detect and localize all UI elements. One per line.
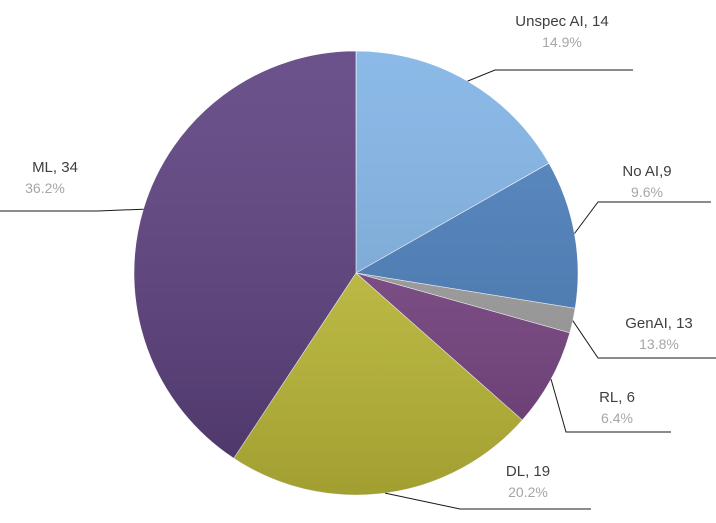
data-label-rl: RL, 6 6.4% [599, 389, 635, 426]
label-percent-unspec-ai: 14.9% [542, 34, 582, 50]
label-name-genai: GenAI, 13 [625, 315, 693, 332]
label-percent-genai: 13.8% [639, 336, 679, 352]
label-percent-ml: 36.2% [25, 180, 65, 196]
leader-line-ml [0, 208, 144, 212]
data-label-ml: ML, 34 36.2% [25, 159, 78, 196]
leader-line-genai [572, 320, 716, 359]
label-percent-dl: 20.2% [508, 484, 548, 500]
label-name-dl: DL, 19 [506, 463, 550, 480]
leader-line-dl [384, 492, 591, 510]
data-label-genai: GenAI, 13 13.8% [625, 315, 693, 352]
label-name-ml: ML, 34 [32, 159, 78, 176]
data-label-no-ai: No AI,9 9.6% [622, 163, 671, 200]
leader-line-no-ai [574, 201, 711, 234]
label-percent-no-ai: 9.6% [631, 184, 663, 200]
leader-line-unspec-ai [467, 69, 633, 82]
leader-line-rl [550, 378, 671, 433]
label-name-no-ai: No AI,9 [622, 163, 671, 180]
label-name-rl: RL, 6 [599, 389, 635, 406]
data-label-dl: DL, 19 20.2% [506, 463, 550, 500]
label-percent-rl: 6.4% [601, 410, 633, 426]
data-label-unspec-ai: Unspec AI, 14 14.9% [515, 13, 608, 50]
label-name-unspec-ai: Unspec AI, 14 [515, 13, 608, 30]
